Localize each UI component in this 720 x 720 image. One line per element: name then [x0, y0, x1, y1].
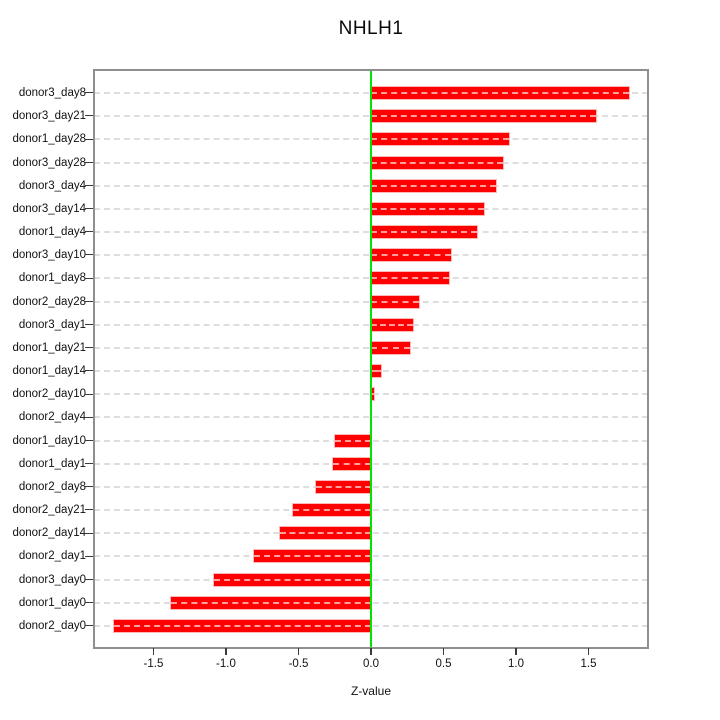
bar-grid-overlay	[371, 115, 596, 118]
bar-grid-overlay	[170, 601, 371, 604]
x-tick-label: 0.0	[363, 658, 379, 670]
y-label-donor3_day10: donor3_day10	[12, 249, 86, 262]
x-tick-label: -1.0	[216, 658, 236, 670]
y-label-donor2_day10: donor2_day10	[12, 388, 86, 401]
y-tick	[85, 555, 93, 557]
bar-grid-overlay	[114, 625, 371, 627]
y-tick	[85, 532, 93, 534]
y-tick	[85, 323, 93, 325]
y-tick	[85, 393, 93, 395]
y-tick	[85, 254, 93, 256]
bar-grid-overlay	[279, 532, 371, 535]
y-tick	[85, 231, 93, 233]
y-label-donor3_day4: donor3_day4	[18, 179, 86, 192]
x-tick	[152, 648, 155, 655]
y-label-donor1_day0: donor1_day0	[18, 596, 86, 609]
x-tick	[442, 648, 445, 655]
bar-grid-overlay	[334, 439, 371, 442]
plot-area: -1.5 -1.0 -0.5 0.0 0.5 1.0 1.5	[85, 70, 648, 670]
y-label-donor2_day14: donor2_day14	[12, 527, 86, 540]
y-tick	[85, 578, 93, 580]
y-label-donor2_day1: donor2_day1	[18, 550, 86, 563]
y-tick	[85, 208, 93, 210]
x-tick-label: -1.5	[143, 658, 164, 670]
bar-grid-overlay	[371, 138, 509, 141]
y-tick	[85, 463, 93, 465]
y-label-donor2_day4: donor2_day4	[18, 411, 86, 424]
y-label-donor1_day14: donor1_day14	[12, 365, 86, 378]
y-label-donor3_day28: donor3_day28	[12, 156, 86, 169]
y-label-donor3_day1: donor3_day1	[18, 318, 86, 331]
y-tick	[85, 138, 93, 140]
x-tick	[515, 648, 517, 655]
y-tick	[85, 625, 93, 627]
x-tick-label: 1.5	[580, 658, 597, 670]
zero-reference-line	[370, 70, 372, 648]
x-axis-title: Z-value	[350, 684, 391, 698]
bar-grid-overlay	[371, 161, 503, 164]
y-label-donor1_day21: donor1_day21	[12, 341, 86, 354]
bar-grid-overlay	[371, 207, 485, 210]
y-tick	[85, 300, 93, 302]
x-tick	[225, 648, 227, 655]
chart-title: NHLH1	[338, 18, 404, 39]
bar-grid-overlay	[371, 370, 382, 373]
x-tick-label: 1.0	[508, 658, 525, 670]
y-tick	[85, 92, 93, 94]
y-tick	[85, 370, 93, 372]
y-tick	[85, 439, 93, 441]
y-label-donor3_day21: donor3_day21	[12, 110, 86, 123]
y-tick	[85, 115, 93, 117]
bar-grid-overlay	[371, 92, 630, 94]
bar-grid-overlay	[253, 555, 371, 558]
bar-grid-overlay	[371, 231, 477, 234]
y-label-donor3_day14: donor3_day14	[12, 202, 86, 215]
y-tick	[85, 184, 93, 186]
y-label-donor1_day1: donor1_day1	[18, 457, 86, 470]
bar-grid-overlay	[214, 578, 371, 581]
y-label-donor2_day28: donor2_day28	[12, 295, 86, 308]
x-tick-label: -0.5	[288, 658, 309, 670]
bar-grid-overlay	[371, 300, 419, 303]
y-tick	[85, 602, 93, 604]
bar-grid-overlay	[371, 393, 374, 396]
y-label-donor1_day10: donor1_day10	[12, 434, 86, 447]
y-label-donor1_day8: donor1_day8	[18, 272, 86, 285]
y-tick	[85, 277, 93, 279]
y-label-donor3_day8: donor3_day8	[18, 87, 86, 99]
y-label-donor2_day21: donor2_day21	[12, 504, 86, 517]
x-tick	[297, 648, 300, 655]
y-tick	[85, 509, 93, 511]
bar-grid-overlay	[371, 184, 496, 187]
x-tick	[370, 648, 372, 655]
y-label-donor3_day0: donor3_day0	[18, 573, 86, 586]
y-label-donor1_day4: donor1_day4	[18, 226, 86, 239]
x-tick	[587, 648, 590, 655]
bar-grid-overlay	[371, 254, 451, 257]
y-tick	[85, 161, 93, 163]
y-tick	[85, 486, 93, 488]
bar-grid-overlay	[371, 277, 450, 280]
y-label-donor2_day0: donor2_day0	[18, 620, 86, 632]
bar-grid-overlay	[371, 323, 414, 326]
y-label-donor2_day8: donor2_day8	[18, 480, 86, 493]
bar-grid-overlay	[292, 509, 371, 512]
x-tick-label: 0.5	[435, 658, 452, 670]
y-label-donor1_day28: donor1_day28	[12, 133, 86, 146]
y-tick	[85, 347, 93, 349]
y-tick	[85, 416, 93, 418]
bar-grid-overlay	[333, 462, 371, 465]
bar-grid-overlay	[371, 346, 411, 349]
bar-grid-overlay	[315, 485, 371, 488]
